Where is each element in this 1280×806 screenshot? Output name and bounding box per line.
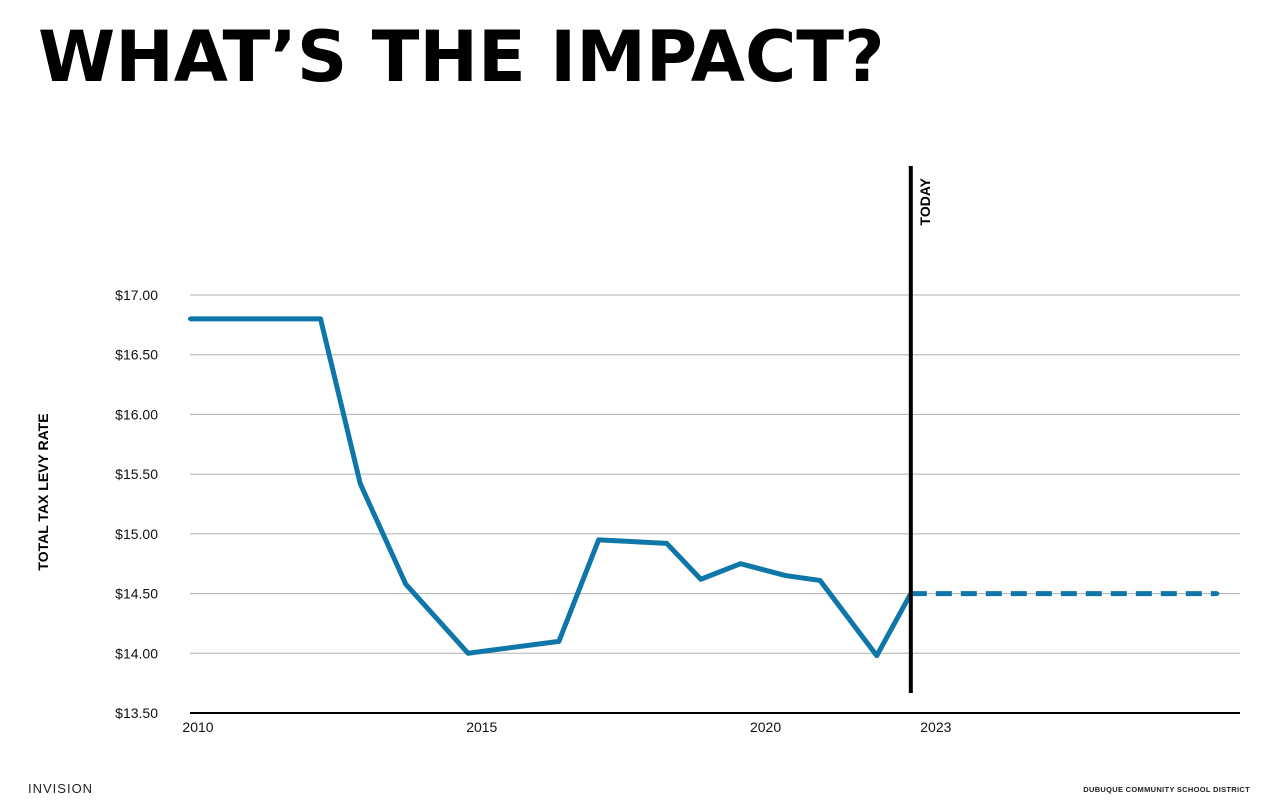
today-marker-label: TODAY xyxy=(917,177,933,225)
data-point xyxy=(874,653,879,658)
y-tick-label: $14.00 xyxy=(115,645,158,661)
data-point xyxy=(403,582,408,587)
x-tick-label: 2015 xyxy=(466,719,497,735)
data-point xyxy=(466,651,471,656)
data-point xyxy=(698,577,703,582)
data-point xyxy=(818,578,822,583)
data-point xyxy=(188,316,192,321)
footer-brand: INVISION xyxy=(28,781,94,796)
series-group xyxy=(188,316,1220,659)
data-point xyxy=(358,481,363,486)
slide-title: WHAT’S THE IMPACT? xyxy=(38,16,885,98)
x-tick-label: 2020 xyxy=(750,719,781,735)
data-point xyxy=(783,573,788,578)
y-tick-label: $15.00 xyxy=(115,526,158,542)
footer-district: DUBUQUE COMMUNITY SCHOOL DISTRICT xyxy=(1083,785,1250,794)
tick-labels: $17.00 $16.50 $16.00 $15.50 $15.00 $14.50 $14.… xyxy=(35,287,952,735)
x-tick-label: 2010 xyxy=(182,719,213,735)
y-tick-label: $15.50 xyxy=(115,466,158,482)
historical-series-line xyxy=(190,316,914,659)
data-point xyxy=(664,541,669,546)
y-axis-label: TOTAL TAX LEVY RATE xyxy=(35,413,51,570)
gridlines xyxy=(190,294,1240,654)
x-tick-label: 2023 xyxy=(920,719,951,735)
data-point xyxy=(556,639,561,644)
data-point xyxy=(738,561,743,566)
data-point xyxy=(1215,591,1220,596)
data-point xyxy=(596,537,601,542)
y-tick-label: $16.50 xyxy=(115,347,158,363)
y-tick-label: $17.00 xyxy=(115,287,158,303)
data-point xyxy=(318,316,323,321)
y-tick-label: $16.00 xyxy=(115,406,158,422)
y-tick-label: $13.50 xyxy=(115,705,158,721)
y-tick-label: $14.50 xyxy=(115,586,158,602)
annotations: TODAY xyxy=(908,166,933,693)
